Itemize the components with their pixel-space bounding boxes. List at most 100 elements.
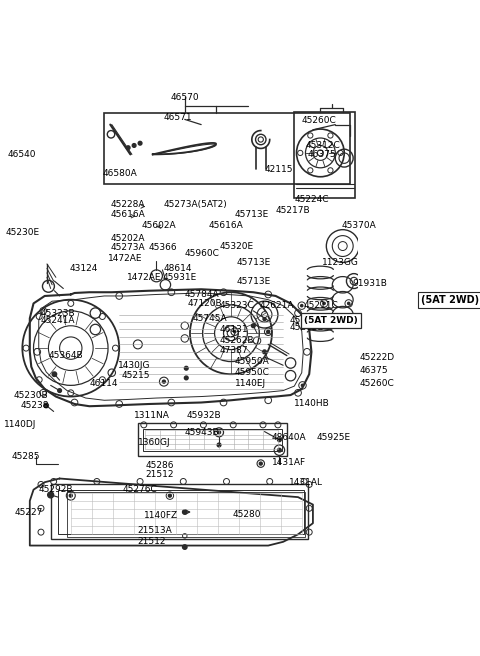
Circle shape xyxy=(262,312,267,318)
Bar xyxy=(138,422,287,456)
Circle shape xyxy=(182,545,187,549)
Circle shape xyxy=(263,318,266,321)
Circle shape xyxy=(182,510,187,514)
Circle shape xyxy=(132,144,136,148)
Text: 45713E: 45713E xyxy=(237,258,271,267)
Circle shape xyxy=(184,366,188,370)
Text: 45960C: 45960C xyxy=(185,249,220,258)
Text: 45616A: 45616A xyxy=(110,209,145,218)
Bar xyxy=(104,113,350,184)
Bar xyxy=(58,489,304,535)
Circle shape xyxy=(52,372,57,377)
Text: 45227: 45227 xyxy=(15,508,43,516)
Circle shape xyxy=(445,495,449,499)
Circle shape xyxy=(400,424,405,428)
Text: 46570: 46570 xyxy=(170,92,199,102)
Text: 45260C: 45260C xyxy=(360,379,395,388)
Bar xyxy=(374,296,480,434)
Text: 1140EJ: 1140EJ xyxy=(235,379,266,388)
Circle shape xyxy=(69,494,72,497)
Text: 43124: 43124 xyxy=(69,264,97,273)
Circle shape xyxy=(217,443,221,447)
Bar xyxy=(143,428,282,451)
Text: 46580A: 46580A xyxy=(103,169,138,178)
Text: 46114: 46114 xyxy=(89,379,118,388)
Text: 45925E: 45925E xyxy=(317,433,351,442)
Text: 45943B: 45943B xyxy=(185,428,219,437)
Text: 1360GJ: 1360GJ xyxy=(138,438,170,447)
Text: 45312C: 45312C xyxy=(305,141,340,150)
Bar xyxy=(380,315,462,396)
Text: 45320E: 45320E xyxy=(220,241,254,251)
Text: 45784A: 45784A xyxy=(185,290,219,299)
Text: 42621A: 42621A xyxy=(259,301,294,310)
Circle shape xyxy=(277,438,281,441)
Text: 45932B: 45932B xyxy=(186,411,221,420)
Text: 45230B: 45230B xyxy=(13,390,48,400)
Text: 1431AL: 1431AL xyxy=(289,478,323,487)
Text: 1430JG: 1430JG xyxy=(118,361,150,370)
Text: 1140FZ: 1140FZ xyxy=(144,511,178,520)
Text: 48640A: 48640A xyxy=(272,433,307,442)
Text: 45366: 45366 xyxy=(149,243,178,252)
Text: 45323B: 45323B xyxy=(41,308,76,318)
Text: 45280: 45280 xyxy=(232,510,261,519)
Text: 1472AE: 1472AE xyxy=(108,255,143,263)
Text: 45224C: 45224C xyxy=(294,195,329,203)
Text: 45931E: 45931E xyxy=(162,273,197,282)
Text: 1140HB: 1140HB xyxy=(294,400,330,409)
Text: 45285: 45285 xyxy=(11,451,40,461)
Text: 45238: 45238 xyxy=(21,401,49,410)
Text: 45950A: 45950A xyxy=(235,357,269,366)
Text: 45602A: 45602A xyxy=(142,220,176,230)
Text: 45222D: 45222D xyxy=(360,354,395,362)
Text: 45745A: 45745A xyxy=(192,314,227,323)
Text: 46571: 46571 xyxy=(164,113,192,121)
Text: 45713E: 45713E xyxy=(237,277,271,285)
Circle shape xyxy=(227,329,235,337)
Text: 45215: 45215 xyxy=(121,371,150,380)
Circle shape xyxy=(277,448,281,452)
Text: 21512: 21512 xyxy=(138,537,167,546)
Circle shape xyxy=(168,494,171,497)
Text: 45286: 45286 xyxy=(145,461,174,470)
Text: 47387: 47387 xyxy=(220,346,249,355)
Text: 45235A: 45235A xyxy=(289,316,324,325)
Text: 45211C: 45211C xyxy=(304,301,339,310)
Bar xyxy=(294,112,355,197)
Text: 1311NA: 1311NA xyxy=(134,411,170,420)
Circle shape xyxy=(348,302,350,304)
Text: (5AT 2WD): (5AT 2WD) xyxy=(421,295,479,304)
Circle shape xyxy=(162,380,166,383)
Text: 47120B: 47120B xyxy=(188,299,222,308)
Circle shape xyxy=(317,150,324,156)
Text: 45370A: 45370A xyxy=(341,220,376,230)
Circle shape xyxy=(300,304,303,307)
Text: 45364B: 45364B xyxy=(48,351,83,360)
Circle shape xyxy=(267,330,270,333)
Text: 21512: 21512 xyxy=(145,470,174,480)
Circle shape xyxy=(234,331,236,333)
Circle shape xyxy=(259,462,262,465)
Text: 45202A: 45202A xyxy=(110,234,145,243)
Circle shape xyxy=(48,492,54,498)
Circle shape xyxy=(263,350,266,354)
Text: 1431AF: 1431AF xyxy=(272,458,306,466)
Text: 1123GG: 1123GG xyxy=(322,258,359,267)
Text: 45713E: 45713E xyxy=(235,209,269,218)
Text: 42115: 42115 xyxy=(264,165,293,174)
Circle shape xyxy=(323,302,325,304)
Text: 45241A: 45241A xyxy=(41,316,75,325)
Text: 48614: 48614 xyxy=(164,264,192,273)
Circle shape xyxy=(126,146,130,150)
Text: 45265D: 45265D xyxy=(289,323,324,333)
Text: 45273A(5AT2): 45273A(5AT2) xyxy=(164,200,228,209)
Bar xyxy=(67,492,305,537)
Text: 1140DJ: 1140DJ xyxy=(4,420,36,430)
Text: 45217B: 45217B xyxy=(276,206,310,215)
Circle shape xyxy=(184,376,188,380)
Text: 45230E: 45230E xyxy=(6,228,40,237)
Text: 45616A: 45616A xyxy=(209,220,243,230)
Text: 45950C: 45950C xyxy=(235,368,270,377)
Text: 45262B: 45262B xyxy=(220,336,254,345)
